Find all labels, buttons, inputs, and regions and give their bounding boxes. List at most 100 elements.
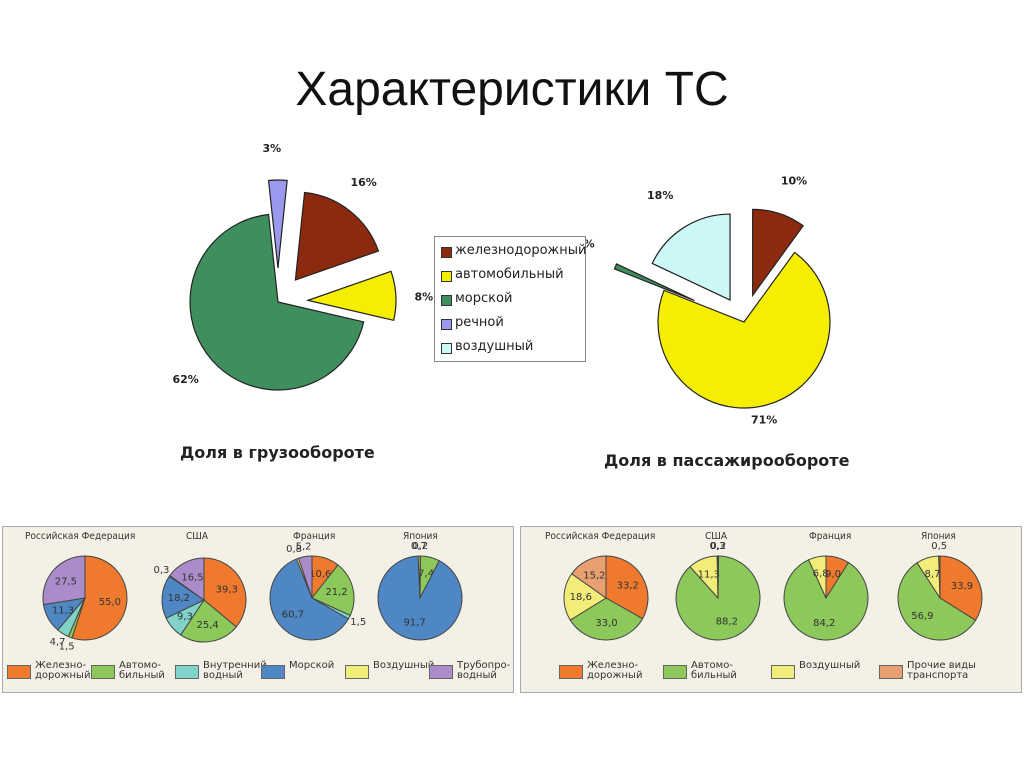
passenger-pie-slice-2: [613, 263, 695, 302]
freight-country-pie-1-data-label-3: 18,2: [168, 593, 190, 604]
legend-label-sea: морской: [455, 291, 513, 306]
legend-swatch-air: [441, 343, 452, 354]
freight-legend-label-sea: Морской: [289, 660, 335, 671]
passenger-country-title-japan: Япония: [921, 531, 956, 542]
freight-country-pie-1-data-label-0: 39,3: [216, 584, 238, 595]
passenger-country-pie-0-slice-2: [563, 573, 607, 621]
freight-legend-label-pipeline: Трубопро-водный: [457, 660, 511, 681]
freight-pie-data-label-1: 8%: [414, 290, 433, 303]
freight-country-pie-1-slice-0: [203, 557, 247, 628]
slide-title: Характеристики ТС: [295, 63, 729, 116]
freight-country-pie-2-data-label-0: 10,6: [309, 569, 331, 580]
freight-country-pie-1-slice-5: [169, 557, 205, 601]
freight-legend-label-road: Автомо-бильный: [119, 660, 165, 681]
freight-country-pie-0-slice-4: [42, 555, 86, 606]
freight-pie-slice-2: [189, 213, 365, 391]
freight-legend-swatch-air: [345, 665, 369, 679]
passenger-country-pie-0-data-label-1: 33,0: [595, 618, 617, 629]
passenger-country-pie-3-data-label-2: 8,7: [924, 569, 940, 580]
freight-country-pie-0-data-label-0: 55,0: [99, 597, 121, 608]
legend-swatch-sea: [441, 295, 452, 306]
freight-legend-swatch-rail: [7, 665, 31, 679]
passenger-legend-swatch-rail: [559, 665, 583, 679]
freight-legend-label-inland: Внутренний водный: [203, 660, 267, 681]
freight-pie-slice-0: [294, 191, 380, 281]
passenger-pie-data-label-0: 10%: [781, 175, 807, 188]
passenger-legend-label-road: Автомо-бильный: [691, 660, 737, 681]
passenger-country-pie-1-data-label-1: 88,2: [716, 617, 738, 628]
passenger-country-pie-3-slice-3: [938, 555, 941, 599]
passenger-country-pie-0-slice-1: [569, 597, 644, 641]
freight-legend-swatch-pipeline: [429, 665, 453, 679]
passenger-legend-swatch-air: [771, 665, 795, 679]
passenger-country-pie-3-slice-1: [897, 562, 977, 641]
freight-country-pie-1-data-label-4: 0,3: [153, 565, 169, 576]
passenger-country-pie-3-data-label-0: 33,9: [951, 581, 973, 592]
legend-label-road: автомобильный: [455, 267, 564, 282]
freight-legend-swatch-road: [91, 665, 115, 679]
freight-country-pie-0-data-label-4: 27,5: [55, 577, 77, 588]
freight-country-pie-1-data-label-1: 25,4: [196, 620, 218, 631]
freight-country-pie-0-data-label-1: 1,5: [59, 642, 75, 653]
passenger-country-pie-1-data-label-2: 11,3: [698, 570, 720, 581]
passenger-country-pie-1-slice-3: [716, 555, 719, 599]
freight-country-pie-2-data-label-1: 21,2: [325, 587, 347, 598]
passenger-country-title-russia: Российская Федерация: [545, 531, 656, 542]
freight-country-pie-2-slice-3: [269, 558, 350, 641]
passenger-country-pie-0-data-label-2: 18,6: [570, 592, 592, 603]
freight-country-pie-2-slice-5: [297, 555, 313, 599]
passenger-country-title-usa: США: [705, 531, 728, 542]
freight-country-pie-3-data-label-1: 7,4: [418, 569, 434, 580]
chart-legend: железнодорожный автомобильный морской ре…: [434, 236, 586, 362]
freight-country-pie-0-data-label-3: 11,3: [52, 605, 74, 616]
legend-swatch-road: [441, 271, 452, 282]
freight-legend-swatch-sea: [261, 665, 285, 679]
passenger-legend-label-air: Воздушный: [799, 660, 861, 671]
freight-country-pie-0-slice-0: [71, 555, 128, 641]
freight-country-title-russia: Российская Федерация: [25, 531, 136, 542]
passenger-pie-slice-0: [752, 208, 805, 298]
freight-country-pie-1-data-label-5: 16,5: [181, 573, 203, 584]
freight-country-pie-3-data-label-3: 0,7: [411, 541, 427, 552]
passenger-country-pie-1-data-label-3: 0,3: [710, 541, 726, 552]
freight-country-pie-0-data-label-2: 4,7: [50, 637, 66, 648]
freight-country-pie-1-data-label-2: 9,3: [177, 612, 193, 623]
passenger-country-pie-2-slice-1: [783, 559, 869, 641]
freight-pie-data-label-2: 62%: [172, 373, 198, 386]
passenger-pie-data-label-3: 18%: [647, 189, 673, 202]
freight-country-pie-2-data-label-2: 1,5: [350, 617, 366, 628]
freight-pie-data-label-0: 16%: [350, 176, 376, 189]
legend-label-air: воздушный: [455, 339, 534, 354]
freight-country-pie-2-data-label-5: 5,2: [296, 542, 312, 553]
passenger-country-pie-0-slice-3: [571, 555, 607, 599]
passenger-country-pie-0-slice-0: [605, 555, 649, 620]
freight-country-pie-2-data-label-4: 0,8: [286, 544, 302, 555]
freight-country-title-france: Франция: [293, 531, 336, 542]
passenger-legend-swatch-other: [879, 665, 903, 679]
freight-legend-swatch-inland: [175, 665, 199, 679]
passenger-pie-data-label-1: 71%: [751, 414, 777, 427]
freight-pie-slice-1: [305, 270, 397, 322]
legend-label-river: речной: [455, 315, 504, 330]
freight-country-pie-3-data-label-2: 91,7: [403, 618, 425, 629]
passenger-legend-label-other: Прочие виды транспорта: [907, 660, 976, 681]
passenger-country-pie-0-data-label-3: 15,2: [583, 571, 605, 582]
passenger-legend-swatch-road: [663, 665, 687, 679]
passenger-country-pie-2-data-label-0: 9,0: [825, 569, 841, 580]
passenger-country-pie-2-slice-2: [807, 555, 827, 599]
passenger-country-pie-3-data-label-3: 0,5: [931, 541, 947, 552]
passenger-country-title-france: Франция: [809, 531, 852, 542]
freight-country-title-usa: США: [186, 531, 209, 542]
freight-country-title-japan: Япония: [403, 531, 438, 542]
freight-country-pie-1-slice-1: [180, 599, 237, 643]
freight-pie-slice-3: [267, 179, 288, 269]
passenger-country-pie-0-data-label-0: 33,2: [617, 580, 639, 591]
passenger-legend-label-rail: Железно-дорожный: [587, 660, 643, 681]
legend-label-rail: железнодорожный: [455, 243, 587, 258]
passenger-pie-slice-3: [651, 213, 731, 301]
passenger-country-pie-2-data-label-1: 84,2: [813, 618, 835, 629]
freight-legend-label-air: Воздушный: [373, 660, 435, 671]
passenger-country-pie-3-data-label-1: 56,9: [911, 611, 933, 622]
